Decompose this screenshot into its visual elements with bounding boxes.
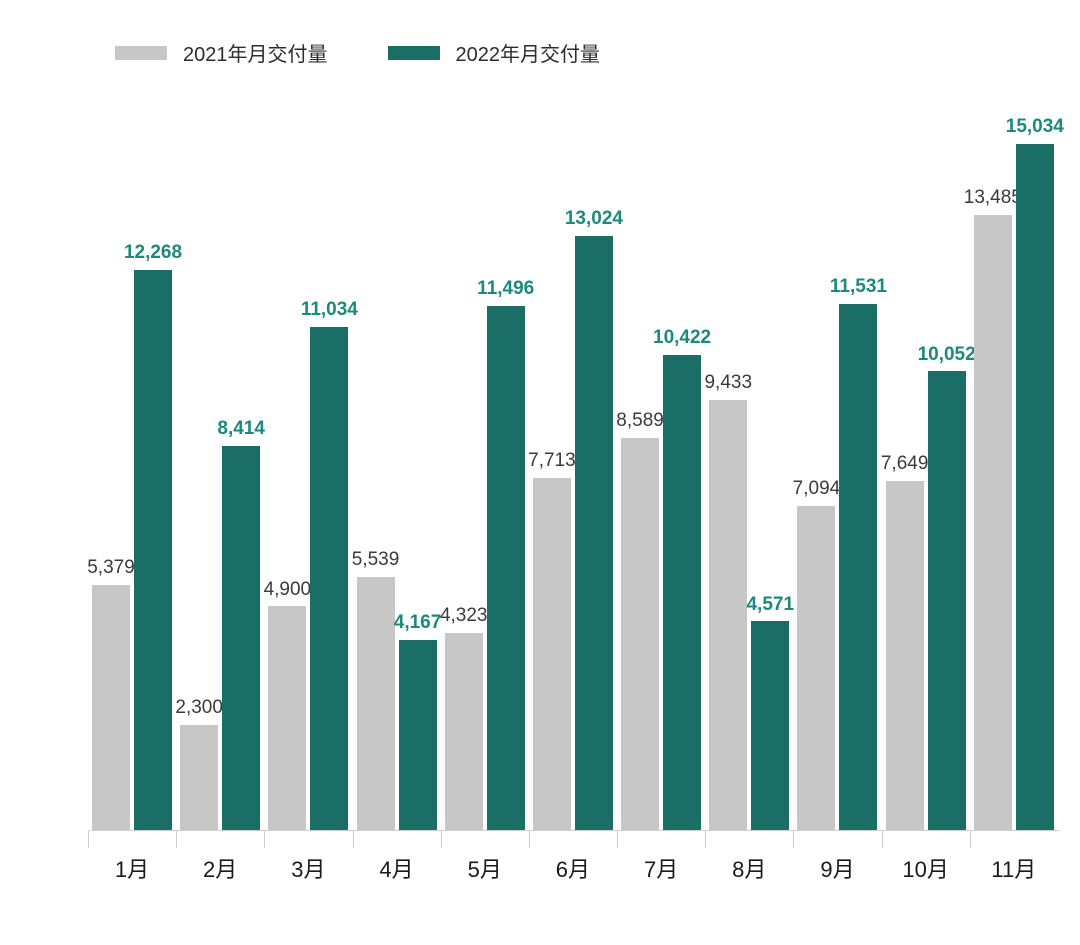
legend-label-2021: 2021年月交付量 — [183, 38, 328, 67]
x-tick — [793, 830, 794, 848]
x-tick — [441, 830, 442, 848]
bar-2021 — [180, 725, 218, 830]
legend: 2021年月交付量 2022年月交付量 — [115, 38, 600, 67]
value-label-2022: 12,268 — [113, 243, 193, 264]
value-label-2022: 11,531 — [818, 277, 898, 298]
x-axis-label: 6月 — [556, 830, 590, 884]
x-axis-label: 9月 — [820, 830, 854, 884]
x-axis-label: 10月 — [902, 830, 948, 884]
x-axis-label: 7月 — [644, 830, 678, 884]
x-tick — [176, 830, 177, 848]
value-label-2022: 11,496 — [466, 279, 546, 300]
bar-2021 — [533, 478, 571, 830]
bar-2022 — [310, 327, 348, 830]
bar-2021 — [268, 606, 306, 830]
bar-2022 — [399, 640, 437, 830]
x-axis-label: 11月 — [991, 830, 1036, 884]
x-axis-label: 1月 — [115, 830, 149, 884]
value-label-2022: 8,414 — [201, 419, 281, 440]
bar-2022 — [1016, 144, 1054, 830]
value-label-2022: 15,034 — [995, 117, 1075, 138]
x-axis-label: 8月 — [732, 830, 766, 884]
bar-2022 — [487, 306, 525, 831]
x-axis-label: 5月 — [468, 830, 502, 884]
x-tick — [617, 830, 618, 848]
delivery-chart: 2021年月交付量 2022年月交付量 5,37912,2681月2,3008,… — [0, 0, 1080, 945]
x-tick — [970, 830, 971, 848]
plot-area: 5,37912,2681月2,3008,4142月4,90011,0343月5,… — [90, 100, 1060, 831]
value-label-2022: 10,422 — [642, 328, 722, 349]
x-tick — [705, 830, 706, 848]
bar-2022 — [134, 270, 172, 830]
x-tick — [264, 830, 265, 848]
bar-2021 — [445, 633, 483, 830]
value-label-2021: 5,539 — [336, 550, 416, 571]
x-axis-label: 2月 — [203, 830, 237, 884]
bar-2022 — [575, 236, 613, 830]
bar-2021 — [886, 481, 924, 830]
legend-swatch-2021 — [115, 46, 167, 60]
bar-2021 — [621, 438, 659, 830]
x-tick — [353, 830, 354, 848]
bar-2021 — [974, 215, 1012, 830]
bar-2022 — [663, 355, 701, 831]
legend-item-2022: 2022年月交付量 — [388, 38, 601, 67]
value-label-2022: 13,024 — [554, 209, 634, 230]
x-axis-label: 3月 — [291, 830, 325, 884]
x-tick — [88, 830, 89, 848]
bar-2022 — [222, 446, 260, 830]
legend-swatch-2022 — [388, 46, 440, 60]
x-tick — [882, 830, 883, 848]
legend-label-2022: 2022年月交付量 — [456, 38, 601, 67]
bar-2022 — [839, 304, 877, 830]
value-label-2021: 9,433 — [688, 373, 768, 394]
x-axis-label: 4月 — [379, 830, 413, 884]
bar-2021 — [797, 506, 835, 830]
bar-2021 — [92, 585, 130, 830]
bar-2022 — [751, 621, 789, 830]
legend-item-2021: 2021年月交付量 — [115, 38, 328, 67]
value-label-2022: 11,034 — [289, 300, 369, 321]
bar-2022 — [928, 371, 966, 830]
x-tick — [529, 830, 530, 848]
